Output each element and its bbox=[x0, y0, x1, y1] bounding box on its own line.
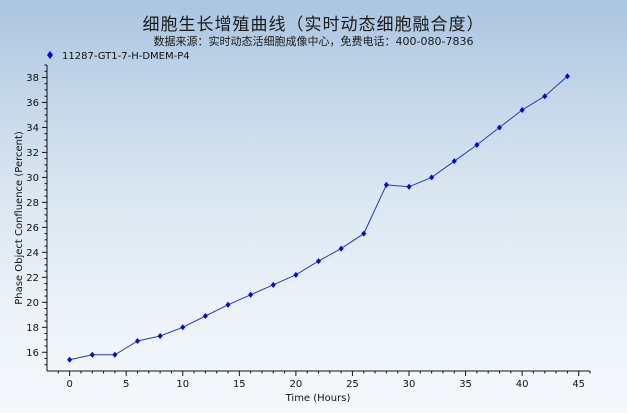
x-tick-label: 10 bbox=[176, 379, 189, 390]
x-tick-label: 5 bbox=[123, 379, 129, 390]
data-point bbox=[180, 324, 186, 331]
y-tick-label: 38 bbox=[26, 73, 39, 84]
data-point bbox=[225, 301, 231, 308]
y-tick-label: 16 bbox=[26, 348, 39, 359]
y-tick-label: 24 bbox=[26, 248, 39, 259]
data-point bbox=[89, 351, 95, 358]
chart-subtitle: 数据来源：实时动态活细胞成像中心，免费电话：400-080-7836 bbox=[153, 35, 474, 48]
x-tick-label: 0 bbox=[66, 379, 72, 390]
data-point bbox=[248, 291, 254, 298]
data-point bbox=[293, 271, 299, 278]
y-tick-label: 30 bbox=[26, 173, 39, 184]
y-tick-label: 36 bbox=[26, 98, 39, 109]
y-tick-label: 34 bbox=[26, 123, 39, 134]
data-point bbox=[519, 106, 525, 113]
axes: 0 5 10 15 20 25 30 35 40 45 16 18 20 22 24 26 28 30 32 34 36… bbox=[26, 64, 591, 390]
data-point bbox=[564, 73, 570, 80]
series-line bbox=[69, 75, 568, 361]
x-axis-label: Time (Hours) bbox=[285, 393, 351, 404]
x-tick-label: 40 bbox=[516, 379, 529, 390]
chart-title: 细胞生长增殖曲线（实时动态细胞融合度） bbox=[142, 15, 485, 35]
y-tick-label: 32 bbox=[26, 148, 39, 159]
data-point bbox=[361, 230, 367, 237]
data-point bbox=[270, 281, 276, 288]
data-point bbox=[157, 333, 163, 340]
x-tick-label: 30 bbox=[403, 379, 416, 390]
data-point bbox=[338, 245, 344, 252]
x-tick-label: 15 bbox=[233, 379, 246, 390]
y-tick-label: 26 bbox=[26, 223, 39, 234]
data-point bbox=[406, 183, 412, 190]
x-tick-label: 25 bbox=[346, 379, 359, 390]
x-tick-label: 35 bbox=[459, 379, 472, 390]
legend-label: 11287-GT1-7-H-DMEM-P4 bbox=[62, 51, 190, 62]
data-point bbox=[67, 356, 73, 363]
y-tick-label: 18 bbox=[26, 323, 39, 334]
y-tick-label: 22 bbox=[26, 273, 39, 284]
data-point bbox=[202, 313, 208, 320]
y-tick-label: 28 bbox=[26, 198, 39, 209]
x-tick-label: 45 bbox=[572, 379, 585, 390]
data-point bbox=[474, 141, 480, 148]
series-group bbox=[67, 73, 570, 363]
legend: 11287-GT1-7-H-DMEM-P4 bbox=[47, 51, 190, 62]
data-point bbox=[316, 258, 321, 265]
legend-marker bbox=[47, 51, 53, 59]
x-tick-label: 20 bbox=[290, 379, 303, 390]
data-point bbox=[112, 351, 118, 358]
data-point bbox=[429, 174, 435, 181]
data-point bbox=[542, 93, 548, 100]
y-axis-label: Phase Object Confluence (Percent) bbox=[14, 131, 25, 305]
y-tick-label: 20 bbox=[26, 298, 39, 309]
data-point bbox=[497, 124, 502, 131]
data-point bbox=[135, 338, 140, 345]
data-point bbox=[451, 158, 457, 165]
data-point bbox=[383, 181, 389, 188]
